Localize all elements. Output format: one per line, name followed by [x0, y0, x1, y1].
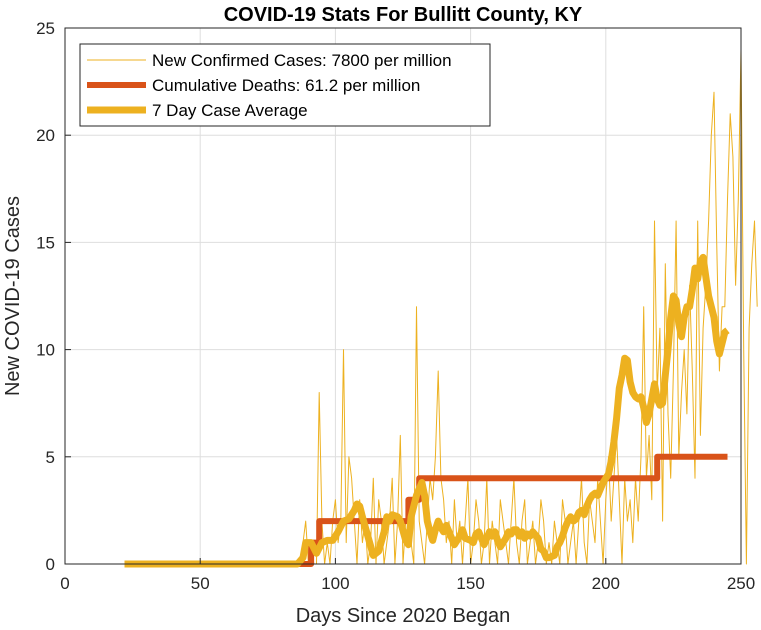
x-tick-label: 150 — [456, 574, 484, 593]
ticks: 0 50 100 150 200 250 0 5 10 15 20 25 — [36, 19, 755, 593]
y-tick-label: 25 — [36, 19, 55, 38]
chart-title: COVID-19 Stats For Bullitt County, KY — [224, 4, 583, 26]
legend-label: 7 Day Case Average — [152, 101, 308, 120]
y-tick-label: 0 — [46, 555, 55, 574]
x-tick-label: 100 — [321, 574, 349, 593]
x-tick-label: 0 — [60, 574, 69, 593]
legend-label: New Confirmed Cases: 7800 per million — [152, 51, 452, 70]
y-tick-label: 5 — [46, 448, 55, 467]
y-tick-label: 15 — [36, 233, 55, 252]
y-tick-label: 10 — [36, 341, 55, 360]
series-line-3 — [124, 253, 730, 568]
x-tick-label: 250 — [727, 574, 755, 593]
legend: New Confirmed Cases: 7800 per million Cum… — [79, 43, 491, 127]
legend-box — [79, 43, 491, 127]
x-axis-label: Days Since 2020 Began — [296, 605, 511, 627]
x-tick-label: 50 — [191, 574, 210, 593]
x-tick-label: 200 — [592, 574, 620, 593]
y-tick-label: 20 — [36, 126, 55, 145]
legend-label: Cumulative Deaths: 61.2 per million — [152, 76, 420, 95]
plot-frame — [64, 27, 742, 565]
y-axis-label: New COVID-19 Cases — [2, 196, 24, 396]
